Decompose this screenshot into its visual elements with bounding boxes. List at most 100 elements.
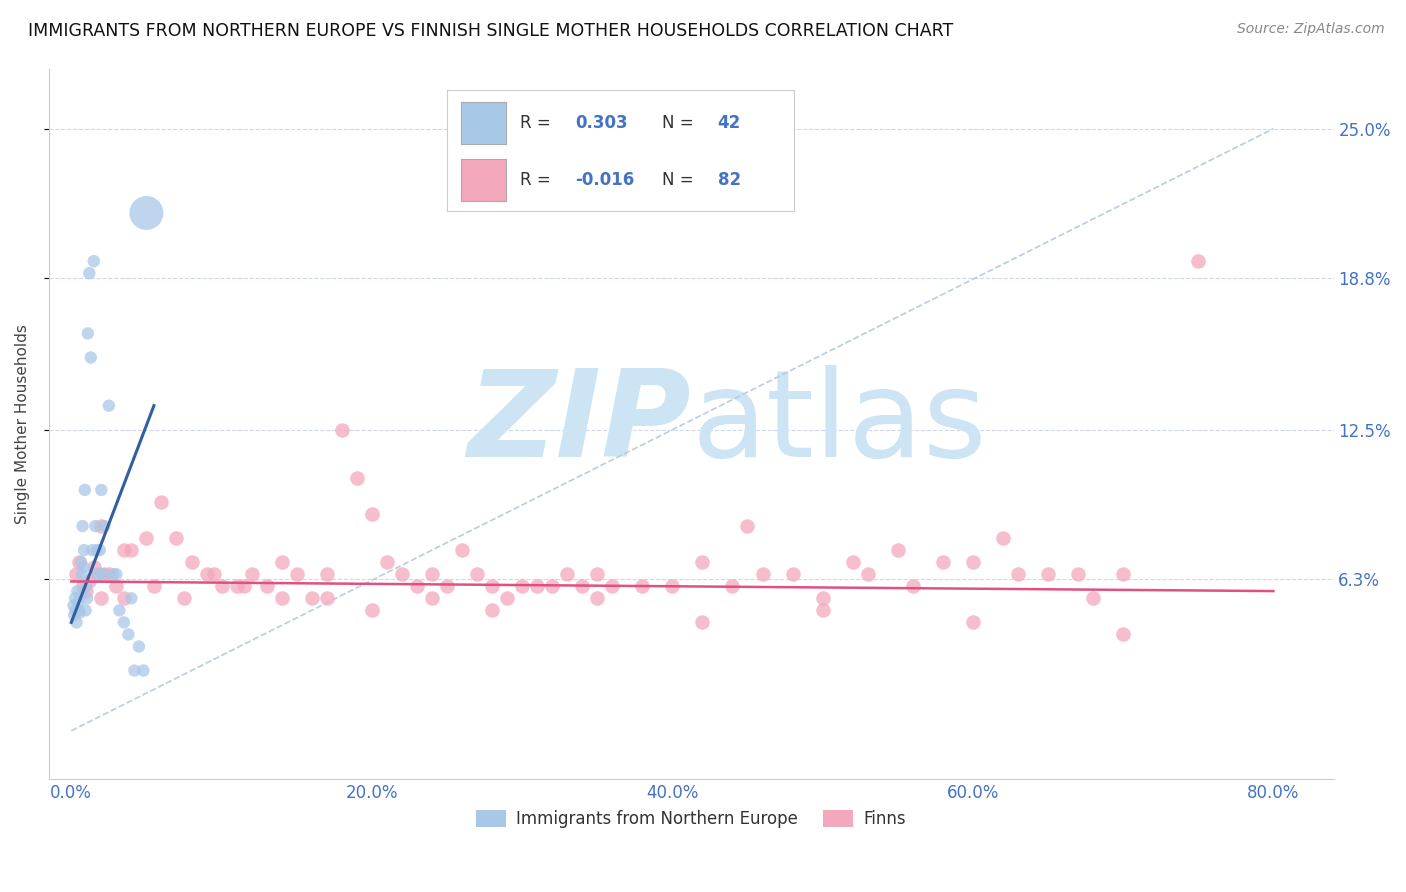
Point xyxy=(901,579,924,593)
Point xyxy=(692,615,714,630)
Point xyxy=(887,543,910,558)
Legend: Immigrants from Northern Europe, Finns: Immigrants from Northern Europe, Finns xyxy=(470,803,912,835)
Point xyxy=(555,567,578,582)
Point xyxy=(120,543,142,558)
Point xyxy=(135,206,157,220)
Point xyxy=(285,567,308,582)
Point xyxy=(90,519,112,533)
Point xyxy=(70,567,93,582)
Point xyxy=(811,591,834,606)
Y-axis label: Single Mother Households: Single Mother Households xyxy=(15,324,30,524)
Point xyxy=(108,603,131,617)
Point xyxy=(73,483,96,497)
Point xyxy=(256,579,278,593)
Point xyxy=(330,423,353,437)
Point xyxy=(103,567,125,582)
Point xyxy=(811,603,834,617)
Point xyxy=(76,591,98,606)
Point xyxy=(90,483,112,497)
Point xyxy=(65,603,87,617)
Point xyxy=(97,399,120,413)
Point xyxy=(65,567,87,582)
Point xyxy=(79,574,101,589)
Point xyxy=(63,608,86,623)
Point xyxy=(70,555,93,569)
Point xyxy=(67,596,90,610)
Point xyxy=(315,591,337,606)
Point xyxy=(737,519,759,533)
Point xyxy=(80,351,103,365)
Point xyxy=(112,591,135,606)
Point xyxy=(391,567,413,582)
Point xyxy=(841,555,863,569)
Point xyxy=(72,519,94,533)
Point xyxy=(406,579,429,593)
Point xyxy=(526,579,548,593)
Text: atlas: atlas xyxy=(692,365,987,483)
Point xyxy=(225,579,247,593)
Point xyxy=(82,543,104,558)
Point xyxy=(375,555,398,569)
Point xyxy=(112,615,135,630)
Point xyxy=(166,531,188,545)
Point xyxy=(76,326,98,341)
Point xyxy=(93,519,115,533)
Point xyxy=(84,519,107,533)
Point xyxy=(72,560,94,574)
Point xyxy=(991,531,1014,545)
Point xyxy=(87,567,110,582)
Point xyxy=(65,615,87,630)
Point xyxy=(451,543,474,558)
Point xyxy=(86,543,108,558)
Point xyxy=(721,579,744,593)
Point xyxy=(436,579,458,593)
Point xyxy=(135,531,157,545)
Point xyxy=(132,664,155,678)
Point xyxy=(315,567,337,582)
Point xyxy=(1187,254,1209,268)
Point xyxy=(120,591,142,606)
Point xyxy=(124,664,146,678)
Point xyxy=(270,555,292,569)
Point xyxy=(692,555,714,569)
Point xyxy=(270,591,292,606)
Point xyxy=(346,471,368,485)
Point xyxy=(600,579,623,593)
Point xyxy=(360,603,382,617)
Point xyxy=(87,567,110,582)
Point xyxy=(211,579,233,593)
Point xyxy=(142,579,165,593)
Point xyxy=(932,555,955,569)
Point xyxy=(1007,567,1029,582)
Point xyxy=(541,579,564,593)
Point xyxy=(83,254,105,268)
Point xyxy=(69,589,91,603)
Point xyxy=(301,591,323,606)
Point xyxy=(1081,591,1104,606)
Point xyxy=(72,579,94,593)
Point xyxy=(496,591,519,606)
Point xyxy=(90,591,112,606)
Point xyxy=(1112,627,1135,641)
Point xyxy=(112,543,135,558)
Text: ZIP: ZIP xyxy=(467,365,692,483)
Point xyxy=(105,567,128,582)
Point xyxy=(202,567,225,582)
Point xyxy=(782,567,804,582)
Text: Source: ZipAtlas.com: Source: ZipAtlas.com xyxy=(1237,22,1385,37)
Point xyxy=(173,591,195,606)
Point xyxy=(586,591,609,606)
Point xyxy=(79,266,101,280)
Point xyxy=(75,579,97,593)
Point xyxy=(73,543,96,558)
Point xyxy=(128,640,150,654)
Point xyxy=(631,579,654,593)
Point xyxy=(67,555,90,569)
Point xyxy=(89,543,111,558)
Point xyxy=(586,567,609,582)
Point xyxy=(1067,567,1090,582)
Point xyxy=(195,567,218,582)
Point xyxy=(856,567,879,582)
Point xyxy=(1112,567,1135,582)
Point xyxy=(180,555,202,569)
